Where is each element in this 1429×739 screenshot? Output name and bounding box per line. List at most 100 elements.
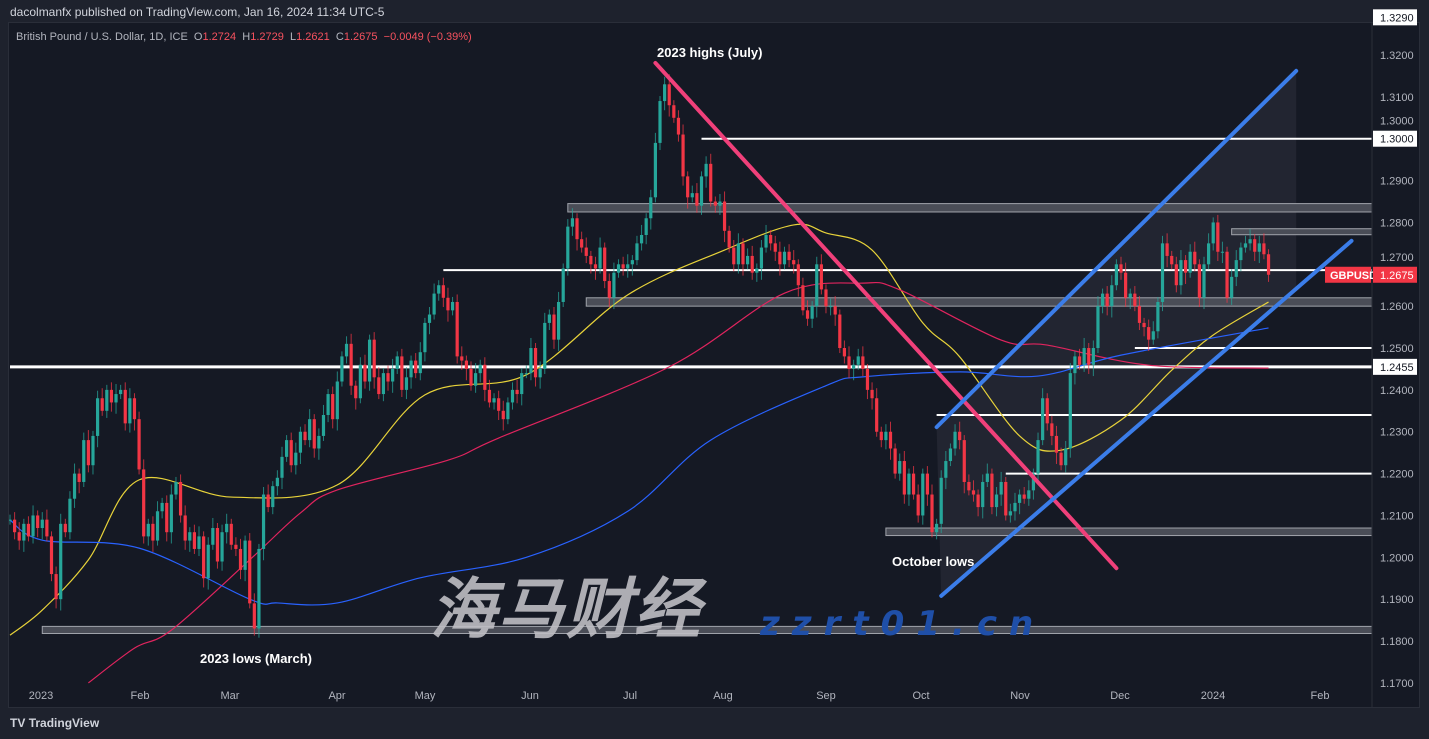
candle-body — [367, 339, 372, 382]
candle — [146, 518, 150, 546]
candle-body — [764, 234, 768, 248]
candle-body — [741, 243, 745, 265]
candle — [266, 484, 270, 513]
candle — [1004, 476, 1008, 521]
candle — [275, 470, 279, 496]
candle-body — [1220, 251, 1225, 253]
candle — [26, 516, 31, 542]
candle — [958, 421, 962, 450]
candle — [123, 382, 127, 431]
annotation-october-lows: October lows — [892, 554, 974, 569]
candle-body — [787, 251, 791, 261]
candle-body — [524, 373, 528, 375]
candle — [543, 312, 547, 374]
candle-body — [556, 301, 561, 340]
candle-body — [82, 440, 86, 482]
candle — [746, 248, 750, 270]
candle-body — [266, 494, 270, 508]
candle-body — [317, 435, 321, 449]
candle-body — [584, 247, 588, 256]
watermark-site: zzrt01.cn — [760, 604, 1046, 644]
candle-body — [769, 234, 773, 244]
candle-body — [589, 255, 593, 265]
candle-body — [948, 448, 953, 462]
candle — [552, 306, 556, 349]
candle-body — [423, 322, 427, 353]
candle — [229, 518, 233, 550]
candle — [349, 333, 353, 395]
candle-body — [492, 398, 496, 403]
candle — [395, 351, 399, 374]
candle-body — [672, 105, 676, 118]
candle-body — [506, 402, 510, 420]
candle — [308, 409, 312, 448]
candle-body — [1017, 494, 1022, 503]
candle-body — [372, 339, 376, 378]
candle-body — [192, 532, 196, 549]
candle — [1068, 363, 1072, 458]
candle — [566, 219, 570, 276]
candle-body — [1087, 348, 1091, 365]
publish-info: dacolmanfx published on TradingView.com,… — [10, 5, 385, 19]
tradingview-logo[interactable]: TV TradingView — [10, 716, 99, 730]
candle-body — [26, 523, 31, 537]
candle — [1031, 468, 1036, 500]
y-tick-label: 1.2500 — [1380, 343, 1414, 355]
candle-body — [580, 239, 584, 248]
candle-body — [63, 523, 67, 533]
candle — [474, 363, 478, 393]
candle-body — [547, 314, 551, 323]
candle — [169, 484, 173, 544]
candle-body — [13, 519, 17, 533]
candle — [1041, 388, 1045, 446]
candle — [197, 526, 201, 557]
high-label: H — [242, 31, 251, 43]
candle — [755, 263, 759, 282]
candle-body — [1077, 356, 1082, 365]
candle-body — [169, 494, 173, 533]
candle-body — [1239, 247, 1243, 261]
channel-fill — [936, 70, 1297, 596]
candle — [326, 389, 330, 423]
candle — [1197, 259, 1201, 307]
candle — [77, 468, 81, 494]
candle-body — [54, 574, 58, 600]
candle-body — [616, 264, 621, 273]
candle — [1114, 259, 1118, 291]
candle-body — [709, 163, 713, 202]
candle-body — [607, 281, 611, 298]
candle — [220, 524, 224, 571]
trendline — [934, 68, 1299, 430]
candle-body — [326, 394, 330, 415]
symbol-tag-box — [1325, 266, 1371, 283]
candle — [22, 518, 26, 552]
candle — [1100, 288, 1105, 314]
candle-body — [1253, 239, 1257, 252]
candle-body — [188, 532, 192, 541]
candle — [298, 426, 303, 464]
candle-body — [663, 84, 667, 102]
candle-body — [155, 511, 160, 541]
candle-body — [229, 523, 233, 545]
candle-body — [1179, 260, 1183, 286]
candle — [736, 233, 740, 274]
candle-body — [450, 301, 455, 311]
candle-body — [275, 477, 279, 487]
change-value: −0.0049 (−0.39%) — [383, 31, 472, 43]
candle — [68, 491, 72, 540]
candle — [1225, 246, 1229, 303]
candle — [575, 213, 579, 251]
candle — [1087, 342, 1091, 374]
candle-body — [727, 230, 731, 248]
candle-body — [211, 528, 215, 545]
chart-frame[interactable] — [8, 22, 1420, 708]
candle-body — [538, 368, 542, 378]
candle-body — [349, 343, 353, 386]
candle-body — [842, 348, 847, 357]
candle — [939, 470, 943, 534]
candle — [45, 509, 49, 542]
candle-body — [414, 360, 418, 374]
candle-body — [815, 264, 819, 307]
candle — [114, 384, 118, 414]
